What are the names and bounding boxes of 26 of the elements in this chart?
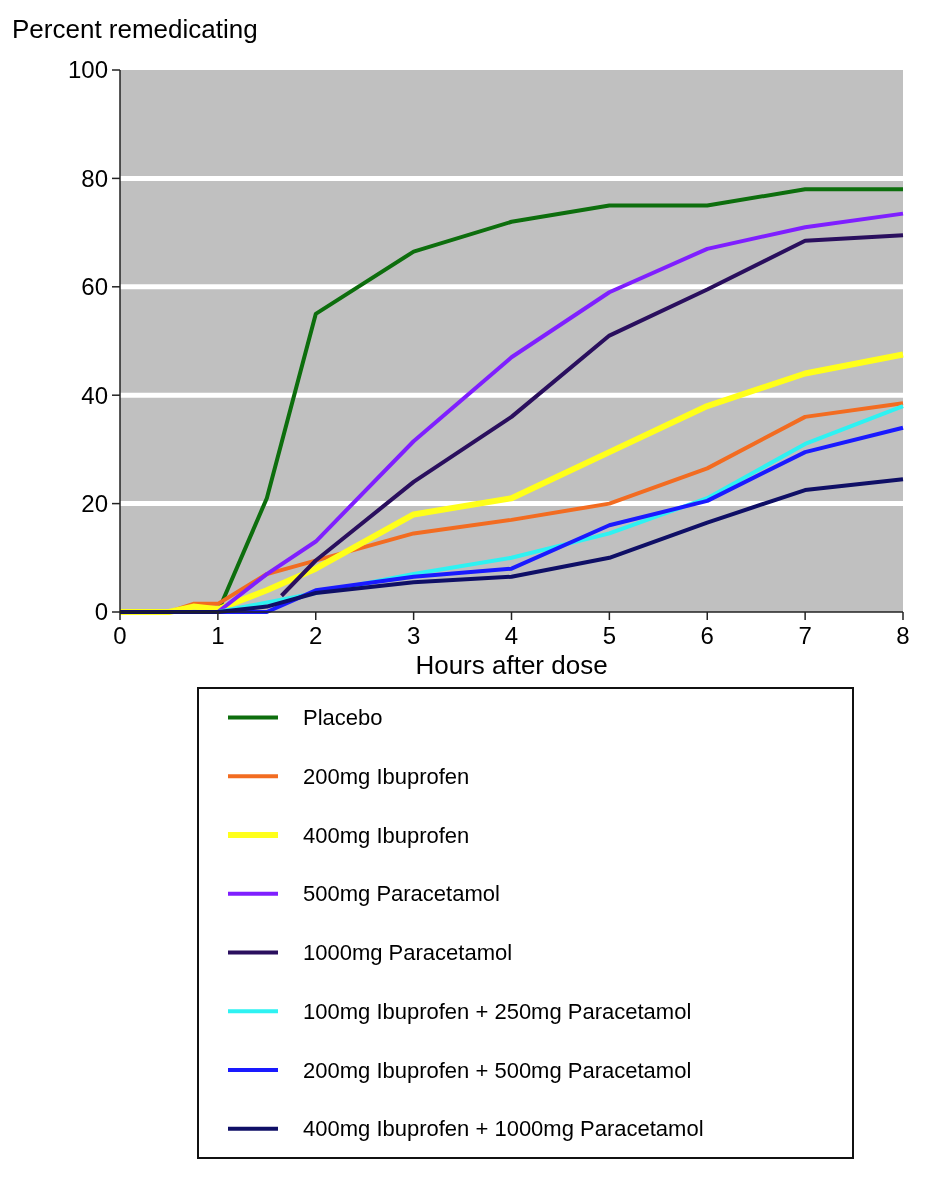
legend-label: 200mg Ibuprofen + 500mg Paracetamol: [303, 1057, 692, 1083]
legend-label: 500mg Paracetamol: [303, 881, 500, 907]
y-tick-label: 0: [94, 598, 108, 626]
line-series: [279, 233, 905, 598]
x-tick-label: 2: [309, 622, 323, 649]
x-tick-label: 6: [700, 622, 714, 649]
y-axis-title: Percent remedicating: [12, 14, 258, 44]
x-tick-label: 0: [113, 622, 127, 649]
x-tick-label: 8: [896, 622, 910, 649]
x-tick-label: 7: [798, 622, 812, 649]
x-axis-title: Hours after dose: [415, 650, 608, 680]
y-tick-label: 20: [81, 490, 108, 517]
x-tick-label: 4: [504, 622, 519, 649]
legend-label: 400mg Ibuprofen + 1000mg Paracetamol: [303, 1116, 704, 1142]
legend-label: Placebo: [303, 705, 383, 731]
y-tick-label: 60: [81, 273, 108, 301]
x-tick-label: 3: [406, 622, 421, 649]
legend-label: 200mg Ibuprofen: [303, 763, 470, 789]
legend-label: 100mg Ibuprofen + 250mg Paracetamol: [303, 998, 692, 1024]
y-tick-label: 40: [81, 381, 108, 409]
x-tick-label: 1: [211, 622, 225, 649]
y-tick-label: 100: [67, 56, 108, 84]
y-tick-label: 80: [81, 164, 108, 192]
legend-label: 400mg Ibuprofen: [303, 822, 470, 848]
x-tick-label: 5: [602, 622, 617, 649]
legend-label: 1000mg Paracetamol: [303, 940, 513, 966]
